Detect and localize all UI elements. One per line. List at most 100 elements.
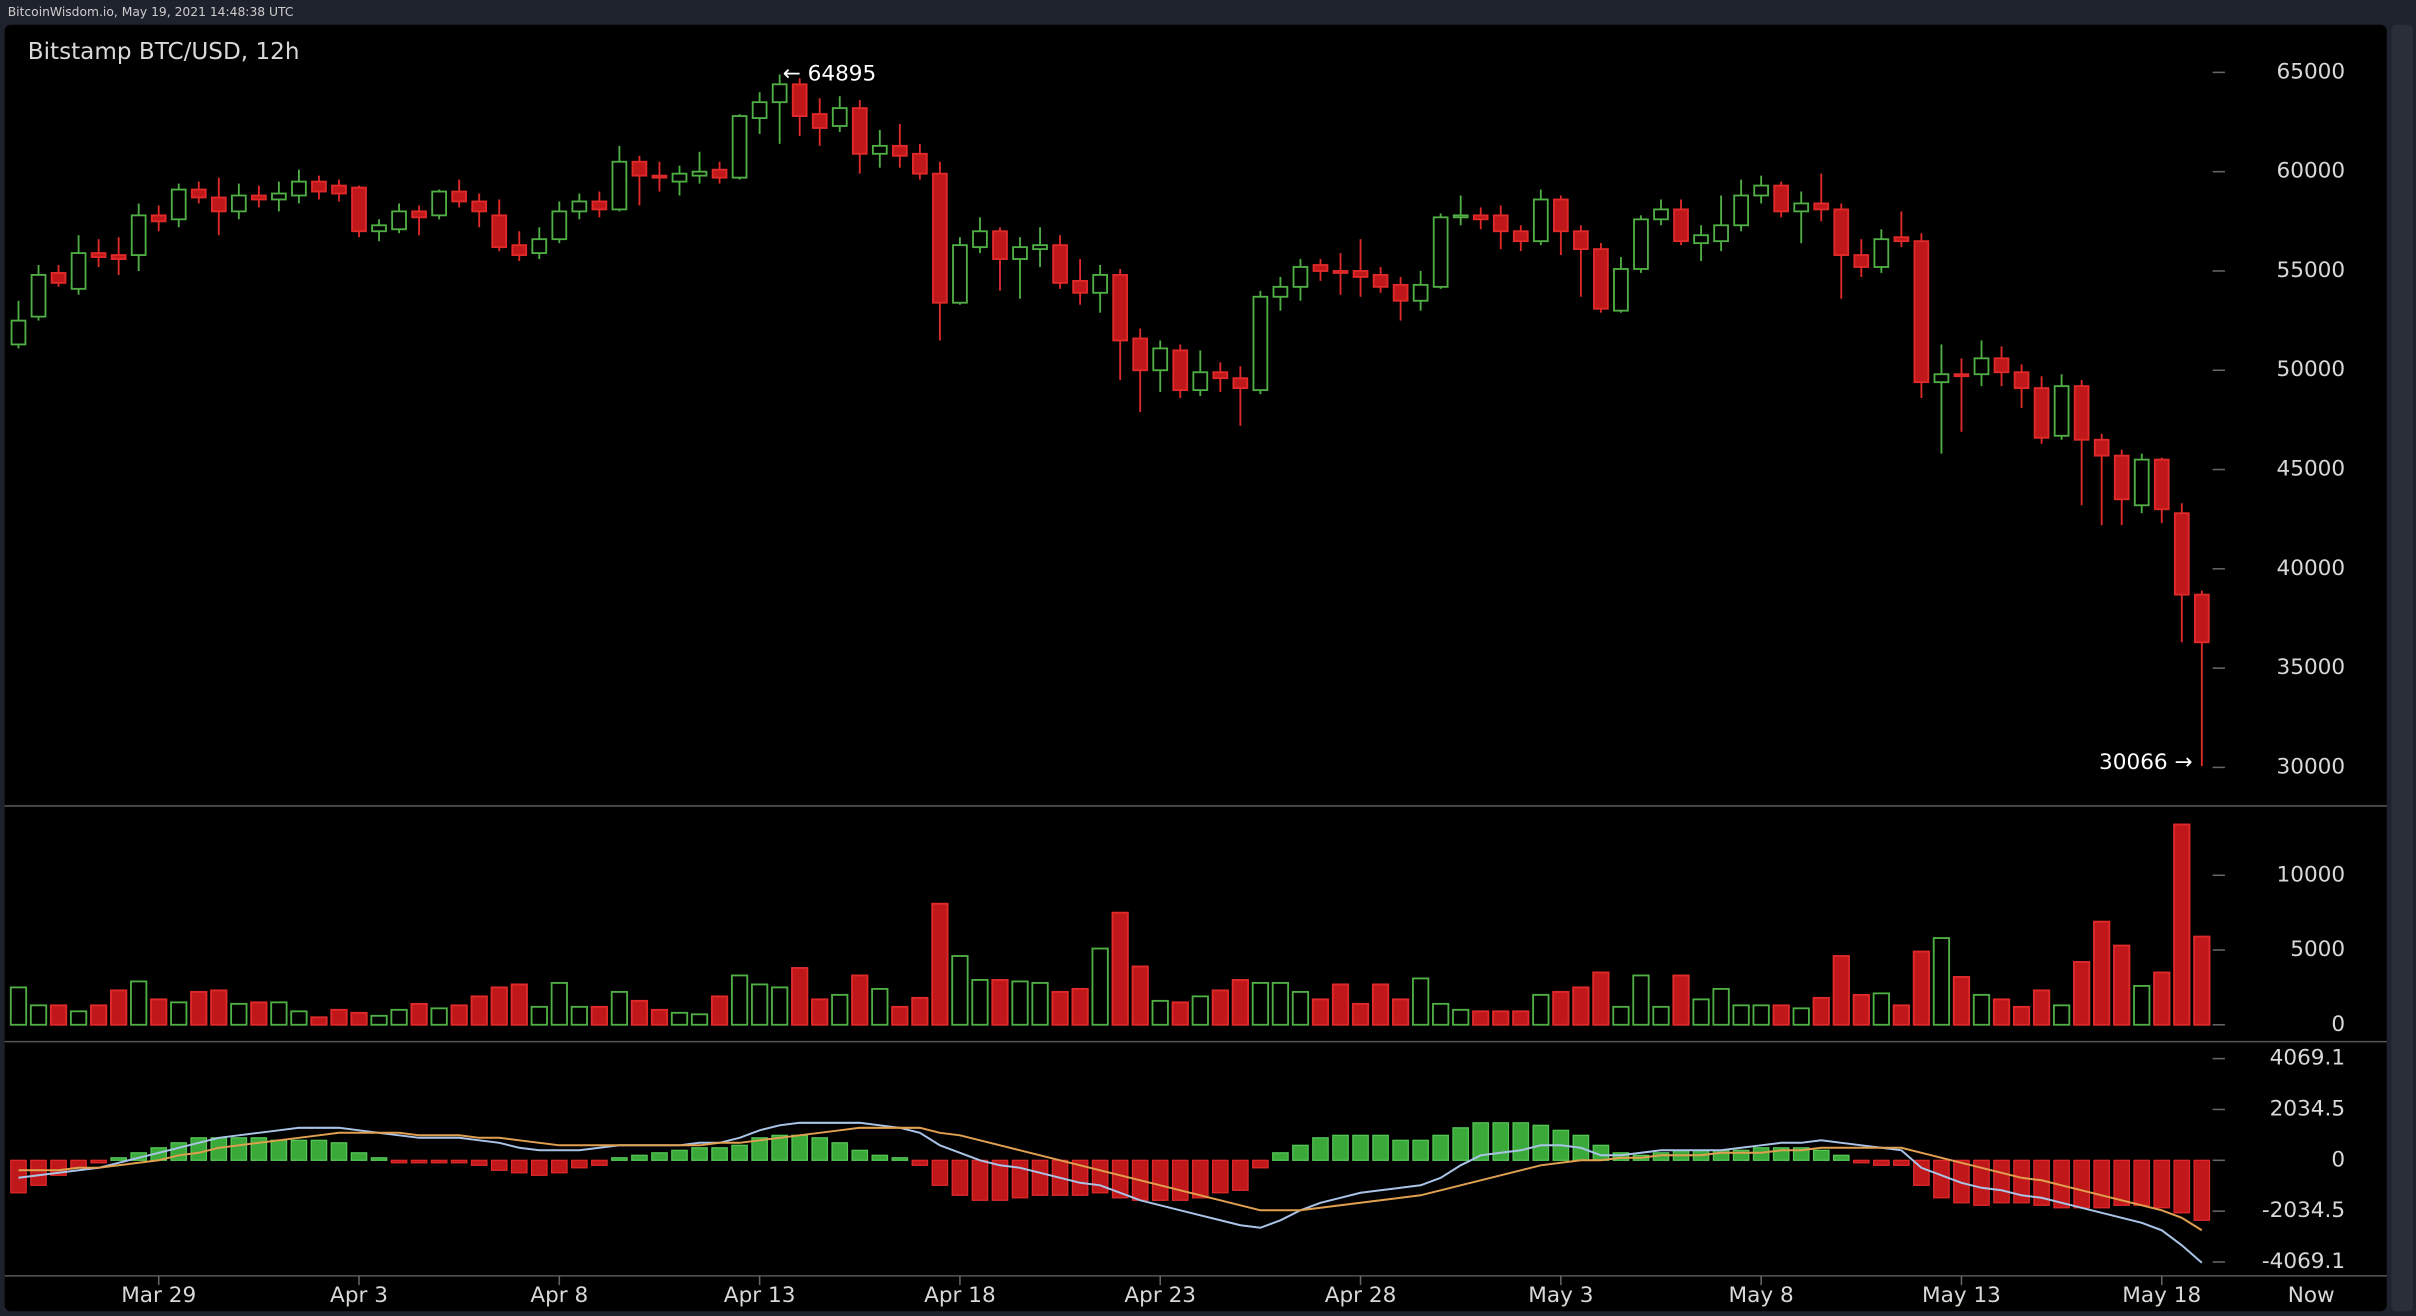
- volume-bar: [851, 974, 869, 1026]
- candle-body: [1873, 238, 1890, 268]
- macd-histogram-bar: [751, 1137, 768, 1161]
- volume-bar: [310, 1016, 328, 1026]
- candle-body: [511, 244, 528, 256]
- candle-body: [531, 238, 548, 255]
- candle-body: [1512, 230, 1529, 243]
- macd-histogram-bar: [1272, 1152, 1289, 1161]
- candle-body: [1452, 214, 1469, 219]
- macd-histogram-bar: [1232, 1159, 1249, 1191]
- volume-bar: [630, 999, 649, 1026]
- volume-bar: [610, 990, 629, 1026]
- volume-bar: [2093, 920, 2111, 1026]
- volume-bar: [1432, 1002, 1450, 1026]
- volume-bar: [811, 998, 829, 1026]
- candle-body: [2113, 454, 2130, 501]
- macd-histogram-bar: [871, 1154, 889, 1161]
- y-tick-label: 5000: [2290, 937, 2345, 962]
- macd-histogram-bar: [270, 1139, 288, 1161]
- candle-body: [2173, 512, 2190, 596]
- volume-bar: [1371, 983, 1390, 1026]
- candle-body: [1613, 268, 1629, 312]
- volume-bar: [430, 1007, 448, 1026]
- candle-body: [271, 192, 287, 201]
- candle-body: [230, 194, 247, 213]
- volume-bar: [1532, 993, 1550, 1026]
- volume-bar: [1592, 971, 1610, 1026]
- volume-bar: [350, 1011, 368, 1026]
- candle-body: [1913, 240, 1930, 384]
- macd-histogram-bar: [1812, 1149, 1830, 1161]
- macd-histogram-bar: [971, 1159, 989, 1201]
- volume-bar: [710, 995, 729, 1026]
- candle-body: [391, 210, 407, 231]
- volume-bar: [530, 1005, 548, 1026]
- y-tick-label: 35000: [2277, 655, 2346, 680]
- candle-body: [2053, 385, 2070, 437]
- volume-bar: [1812, 996, 1830, 1026]
- macd-histogram-bar: [1873, 1159, 1890, 1166]
- candle-body: [2073, 385, 2090, 441]
- volume-bar: [1952, 976, 1971, 1026]
- volume-bar: [1652, 1005, 1670, 1026]
- candle-body: [2033, 387, 2050, 439]
- x-tick-label: Apr 18: [924, 1283, 996, 1308]
- x-tick-label: Apr 8: [530, 1283, 588, 1308]
- macd-histogram-bar: [1893, 1159, 1910, 1166]
- volume-bar: [1772, 1004, 1790, 1026]
- candle-body: [1012, 246, 1028, 260]
- x-tick-label: Apr 23: [1124, 1283, 1196, 1308]
- candle-body: [2193, 593, 2210, 644]
- candle-body: [1432, 216, 1449, 288]
- volume-bar: [1111, 911, 1129, 1026]
- volume-bar: [1051, 990, 1069, 1026]
- volume-bar: [1992, 998, 2011, 1026]
- candle-body: [1492, 214, 1509, 233]
- macd-histogram-bar: [1472, 1122, 1490, 1161]
- macd-histogram-bar: [2193, 1159, 2211, 1221]
- macd-histogram-bar: [290, 1139, 308, 1161]
- low-annotation: 30066 →: [2099, 750, 2193, 775]
- y-tick-label: 45000: [2277, 457, 2346, 482]
- x-tick-label: May 18: [2122, 1283, 2201, 1308]
- volume-bar: [1892, 1004, 1910, 1026]
- candle-body: [250, 194, 267, 201]
- candle-body: [891, 144, 908, 157]
- volume-bar: [210, 989, 228, 1026]
- volume-bar: [110, 989, 128, 1026]
- volume-bar: [29, 1004, 48, 1026]
- macd-histogram-bar: [1332, 1134, 1349, 1161]
- candle-body: [150, 214, 167, 223]
- volume-bar: [2173, 823, 2191, 1026]
- candle-body: [1132, 337, 1149, 372]
- candle-body: [1552, 198, 1569, 233]
- candle-body: [1993, 357, 2010, 374]
- y-tick-label: 0: [2331, 1147, 2345, 1172]
- volume-bar: [190, 990, 208, 1026]
- volume-bar: [971, 978, 989, 1026]
- candle-body: [1973, 357, 1990, 376]
- candle-body: [10, 319, 27, 346]
- volume-bar: [1071, 987, 1089, 1026]
- candle-body: [711, 168, 728, 179]
- macd-histogram-bar: [691, 1147, 708, 1161]
- volume-bar: [1151, 999, 1169, 1026]
- macd-histogram-bar: [811, 1137, 829, 1161]
- macd-histogram-bar: [1171, 1159, 1189, 1201]
- macd-histogram-bar: [2093, 1159, 2110, 1209]
- macd-histogram-bar: [851, 1149, 869, 1161]
- volume-bar: [250, 1001, 268, 1026]
- candle-body: [1292, 266, 1309, 288]
- macd-histogram-bar: [991, 1159, 1009, 1201]
- volume-bar: [1311, 998, 1330, 1026]
- y-tick-label: -4069.1: [2262, 1249, 2345, 1274]
- candle-body: [771, 83, 788, 104]
- macd-histogram-bar: [510, 1159, 528, 1174]
- candle-body: [471, 200, 488, 213]
- macd-histogram-bar: [30, 1159, 47, 1186]
- candle-body: [170, 188, 187, 221]
- scrollbar[interactable]: [2391, 24, 2413, 1312]
- macd-histogram-bar: [70, 1159, 87, 1169]
- macd-histogram-bar: [1953, 1159, 1970, 1204]
- plot-background: [4, 24, 2387, 1312]
